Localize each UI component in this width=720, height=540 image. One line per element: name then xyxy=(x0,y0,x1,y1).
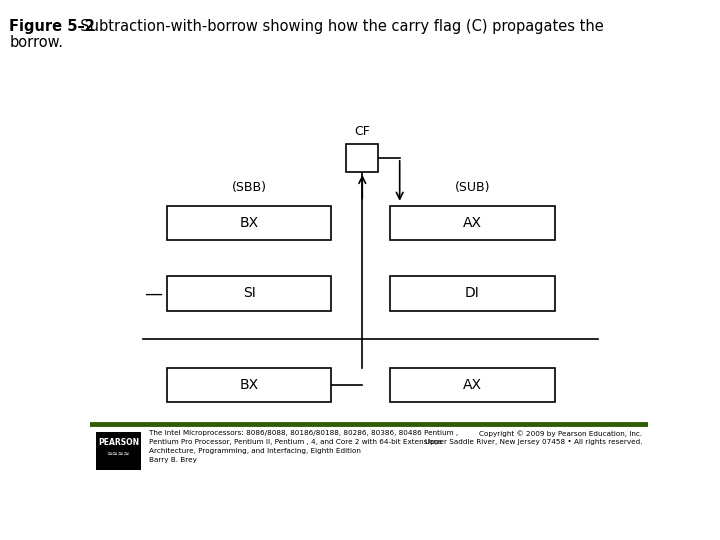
Text: SI: SI xyxy=(243,287,256,300)
Text: Subtraction-with-borrow showing how the carry flag (C) propagates the: Subtraction-with-borrow showing how the … xyxy=(71,19,603,34)
Text: BX: BX xyxy=(240,378,258,392)
Bar xyxy=(167,368,331,402)
Text: (SBB): (SBB) xyxy=(232,180,266,193)
Text: PEARSON: PEARSON xyxy=(98,438,139,447)
Bar xyxy=(96,432,141,470)
Text: BX: BX xyxy=(240,216,258,230)
Text: ≈≈≈≈: ≈≈≈≈ xyxy=(107,450,130,457)
Bar xyxy=(167,276,331,310)
Text: Barry B. Brey: Barry B. Brey xyxy=(148,457,197,463)
Bar xyxy=(390,368,554,402)
Text: AX: AX xyxy=(463,216,482,230)
Text: The Intel Microprocessors: 8086/8088, 80186/80188, 80286, 80386, 80486 Pentium ,: The Intel Microprocessors: 8086/8088, 80… xyxy=(148,430,458,436)
Text: Upper Saddle River, New Jersey 07458 • All rights reserved.: Upper Saddle River, New Jersey 07458 • A… xyxy=(425,439,642,445)
Bar xyxy=(390,206,554,240)
Text: —: — xyxy=(144,285,162,302)
Text: Architecture, Programming, and Interfacing, Eighth Edition: Architecture, Programming, and Interfaci… xyxy=(148,448,361,454)
Text: (SUB): (SUB) xyxy=(454,180,490,193)
Bar xyxy=(390,276,554,310)
Bar xyxy=(167,206,331,240)
Text: Copyright © 2009 by Pearson Education, Inc.: Copyright © 2009 by Pearson Education, I… xyxy=(480,430,642,436)
Text: Pentium Pro Processor, Pentium II, Pentium , 4, and Core 2 with 64-bit Extension: Pentium Pro Processor, Pentium II, Penti… xyxy=(148,439,441,445)
Text: AX: AX xyxy=(463,378,482,392)
Text: borrow.: borrow. xyxy=(9,35,63,50)
Bar xyxy=(346,144,379,172)
Text: DI: DI xyxy=(465,287,480,300)
Text: CF: CF xyxy=(354,125,370,138)
Text: Figure 5–2: Figure 5–2 xyxy=(9,19,95,34)
